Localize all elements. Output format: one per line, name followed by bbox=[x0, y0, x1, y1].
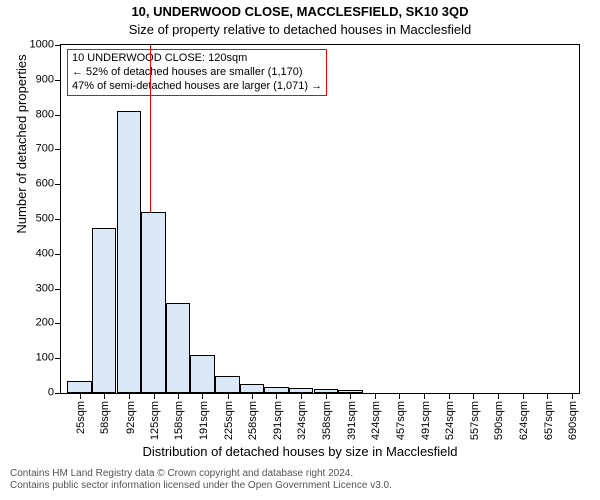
y-tick-label: 900 bbox=[20, 74, 54, 85]
x-tick-label: 657sqm bbox=[544, 401, 555, 440]
y-tick-label: 400 bbox=[20, 248, 54, 259]
x-tick-label: 258sqm bbox=[248, 401, 259, 440]
x-axis-label: Distribution of detached houses by size … bbox=[0, 444, 600, 459]
y-tick-label: 500 bbox=[20, 214, 54, 225]
chart-container: 10, UNDERWOOD CLOSE, MACCLESFIELD, SK10 … bbox=[0, 0, 600, 500]
x-tick-mark bbox=[228, 394, 229, 399]
histogram-bar bbox=[264, 387, 288, 393]
info-box: 10 UNDERWOOD CLOSE: 120sqm ← 52% of deta… bbox=[67, 49, 327, 96]
x-tick-label: 690sqm bbox=[568, 401, 579, 440]
x-tick-label: 125sqm bbox=[150, 401, 161, 440]
chart-super-title: 10, UNDERWOOD CLOSE, MACCLESFIELD, SK10 … bbox=[0, 4, 600, 19]
x-tick-label: 225sqm bbox=[224, 401, 235, 440]
histogram-bar bbox=[289, 388, 313, 393]
histogram-bar bbox=[240, 384, 264, 393]
x-tick-label: 358sqm bbox=[322, 401, 333, 440]
x-tick-mark bbox=[301, 394, 302, 399]
histogram-bar bbox=[314, 389, 338, 393]
x-tick-label: 291sqm bbox=[273, 401, 284, 440]
histogram-bar bbox=[117, 111, 141, 393]
y-tick-mark bbox=[55, 289, 60, 290]
y-tick-label: 300 bbox=[20, 283, 54, 294]
footer-attribution: Contains HM Land Registry data © Crown c… bbox=[10, 468, 392, 492]
x-tick-mark bbox=[424, 394, 425, 399]
y-tick-label: 1000 bbox=[20, 40, 54, 51]
histogram-bar bbox=[338, 390, 362, 393]
x-tick-mark bbox=[326, 394, 327, 399]
x-tick-label: 491sqm bbox=[421, 401, 432, 440]
info-box-line-2: ← 52% of detached houses are smaller (1,… bbox=[72, 66, 322, 80]
y-tick-label: 200 bbox=[20, 318, 54, 329]
y-tick-mark bbox=[55, 45, 60, 46]
histogram-bar bbox=[92, 228, 116, 393]
footer-line-1: Contains HM Land Registry data © Crown c… bbox=[10, 468, 392, 480]
x-tick-label: 191sqm bbox=[199, 401, 210, 440]
x-tick-mark bbox=[154, 394, 155, 399]
y-tick-label: 0 bbox=[20, 388, 54, 399]
y-tick-mark bbox=[55, 323, 60, 324]
x-tick-mark bbox=[498, 394, 499, 399]
histogram-bar bbox=[67, 381, 91, 393]
x-tick-mark bbox=[473, 394, 474, 399]
info-box-line-3: 47% of semi-detached houses are larger (… bbox=[72, 80, 322, 94]
info-box-line-1: 10 UNDERWOOD CLOSE: 120sqm bbox=[72, 52, 322, 66]
x-tick-mark bbox=[350, 394, 351, 399]
x-tick-mark bbox=[129, 394, 130, 399]
x-tick-label: 557sqm bbox=[470, 401, 481, 440]
x-tick-label: 25sqm bbox=[76, 401, 87, 434]
x-tick-label: 624sqm bbox=[519, 401, 530, 440]
y-tick-mark bbox=[55, 358, 60, 359]
chart-subtitle: Size of property relative to detached ho… bbox=[0, 22, 600, 37]
x-tick-mark bbox=[178, 394, 179, 399]
histogram-bar bbox=[166, 303, 190, 393]
x-tick-mark bbox=[523, 394, 524, 399]
y-tick-label: 800 bbox=[20, 109, 54, 120]
y-tick-mark bbox=[55, 254, 60, 255]
x-tick-label: 158sqm bbox=[174, 401, 185, 440]
histogram-bar bbox=[215, 376, 239, 393]
x-tick-label: 524sqm bbox=[445, 401, 456, 440]
x-tick-label: 58sqm bbox=[100, 401, 111, 434]
histogram-bar bbox=[141, 212, 165, 393]
histogram-bar bbox=[190, 355, 214, 393]
x-tick-mark bbox=[202, 394, 203, 399]
x-tick-mark bbox=[547, 394, 548, 399]
x-tick-mark bbox=[375, 394, 376, 399]
x-tick-mark bbox=[104, 394, 105, 399]
footer-line-2: Contains public sector information licen… bbox=[10, 480, 392, 492]
plot-area: 10 UNDERWOOD CLOSE: 120sqm ← 52% of deta… bbox=[60, 44, 580, 394]
y-tick-label: 100 bbox=[20, 353, 54, 364]
x-tick-label: 424sqm bbox=[371, 401, 382, 440]
x-tick-label: 457sqm bbox=[396, 401, 407, 440]
x-tick-label: 92sqm bbox=[126, 401, 137, 434]
x-tick-mark bbox=[252, 394, 253, 399]
y-tick-mark bbox=[55, 184, 60, 185]
y-tick-mark bbox=[55, 115, 60, 116]
y-tick-mark bbox=[55, 149, 60, 150]
y-tick-mark bbox=[55, 80, 60, 81]
y-tick-label: 600 bbox=[20, 179, 54, 190]
x-tick-label: 391sqm bbox=[347, 401, 358, 440]
x-tick-mark bbox=[80, 394, 81, 399]
x-tick-mark bbox=[572, 394, 573, 399]
x-tick-mark bbox=[276, 394, 277, 399]
y-tick-label: 700 bbox=[20, 144, 54, 155]
y-tick-mark bbox=[55, 219, 60, 220]
x-tick-mark bbox=[449, 394, 450, 399]
x-tick-mark bbox=[399, 394, 400, 399]
x-tick-label: 324sqm bbox=[297, 401, 308, 440]
y-tick-mark bbox=[55, 393, 60, 394]
x-tick-label: 590sqm bbox=[494, 401, 505, 440]
